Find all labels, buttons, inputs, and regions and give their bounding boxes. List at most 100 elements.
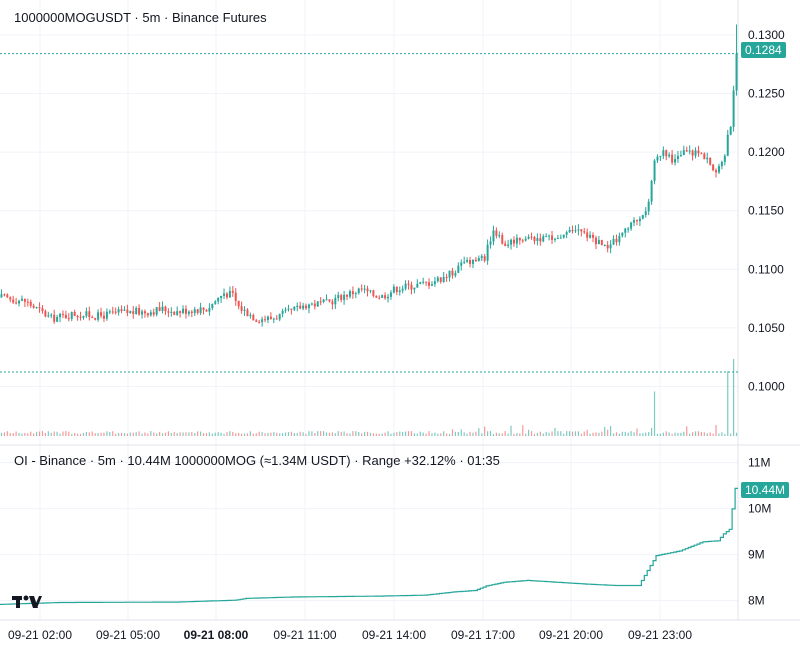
- candle-body: [679, 155, 682, 157]
- volume-bar: [211, 433, 213, 436]
- volume-bar: [563, 433, 565, 436]
- candle: [135, 306, 138, 315]
- volume-bar: [82, 432, 85, 436]
- volume-bar: [97, 433, 99, 436]
- candle-body: [647, 201, 650, 212]
- candle-body: [545, 236, 548, 238]
- candle-body: [281, 310, 284, 314]
- candle: [293, 306, 296, 312]
- candle: [398, 286, 401, 296]
- volume-bar: [413, 433, 415, 436]
- candle: [723, 154, 726, 166]
- candle: [565, 230, 568, 239]
- candle: [307, 303, 310, 314]
- tradingview-logo[interactable]: TV: [12, 594, 42, 610]
- x-tick-label: 09-21 23:00: [628, 628, 692, 642]
- candle-body: [466, 260, 469, 262]
- candle-body: [422, 281, 425, 283]
- candle-body: [507, 244, 510, 246]
- candle-body: [589, 234, 592, 238]
- volume-bar: [115, 433, 117, 436]
- candle: [167, 308, 170, 318]
- candle-body: [697, 150, 700, 154]
- volume-bar: [501, 433, 503, 436]
- price-pane-title: 1000000MOGUSDT · 5m · Binance Futures: [14, 10, 267, 25]
- candle-body: [173, 311, 176, 315]
- volume-bar: [659, 433, 661, 436]
- candle-body: [454, 272, 457, 276]
- volume-bar: [328, 432, 331, 436]
- candle-body: [67, 318, 70, 320]
- volume-bar: [525, 433, 527, 436]
- volume-bar: [15, 431, 17, 436]
- candle: [515, 234, 518, 249]
- volume-bar: [167, 431, 169, 436]
- volume-bar: [533, 433, 536, 436]
- y-tick-label: 0.1200: [748, 145, 785, 159]
- candle: [310, 302, 313, 306]
- volume-bar: [548, 432, 550, 436]
- candle: [381, 294, 384, 299]
- candle-body: [577, 229, 580, 231]
- candle: [501, 232, 504, 245]
- candle: [346, 294, 349, 301]
- volume-bar: [366, 431, 369, 436]
- volume-bar: [422, 432, 424, 436]
- candle: [246, 308, 249, 317]
- candle: [407, 280, 410, 290]
- candle-body: [700, 153, 703, 155]
- volume-bar: [173, 431, 175, 436]
- candle: [577, 224, 580, 236]
- candle: [679, 150, 682, 157]
- volume-bar: [41, 431, 44, 436]
- volume-bar: [554, 427, 556, 436]
- candle: [18, 299, 21, 307]
- volume-bar: [530, 431, 533, 436]
- volume-bar: [314, 432, 316, 436]
- candle-body: [685, 150, 688, 152]
- candle: [35, 306, 38, 309]
- candle: [243, 306, 246, 316]
- x-tick-label: 09-21 14:00: [362, 628, 426, 642]
- volume-bar: [74, 433, 76, 436]
- candle: [319, 297, 322, 306]
- volume-bar: [542, 433, 544, 436]
- candle: [255, 318, 258, 323]
- candle-body: [310, 303, 313, 305]
- y-tick-label: 0.1000: [748, 379, 785, 393]
- candle-body: [243, 309, 246, 311]
- candle: [117, 306, 120, 316]
- volume-bar: [437, 433, 439, 436]
- candle-body: [35, 307, 38, 309]
- candle: [706, 152, 709, 164]
- candle: [184, 305, 187, 319]
- candle: [433, 276, 436, 287]
- candle-body: [120, 309, 123, 311]
- candle: [551, 230, 554, 245]
- candle-body: [363, 288, 366, 290]
- volume-bar: [217, 432, 219, 436]
- candle-body: [272, 318, 275, 320]
- volume-bar: [507, 433, 509, 436]
- volume-bar: [179, 432, 181, 436]
- candle: [97, 309, 100, 322]
- candle-body: [474, 259, 477, 262]
- candle-body: [448, 270, 451, 278]
- candle: [726, 129, 729, 157]
- candle: [510, 238, 513, 250]
- volume-bar: [583, 431, 585, 436]
- candle: [600, 239, 603, 246]
- volume-bar: [147, 433, 149, 436]
- candle: [665, 149, 668, 161]
- volume-bar: [27, 433, 29, 436]
- candle: [284, 307, 287, 313]
- candle: [70, 311, 73, 322]
- volume-bar: [451, 429, 454, 436]
- y-tick-label: 0.1150: [748, 204, 784, 218]
- candle-body: [258, 321, 261, 323]
- volume-bar: [431, 433, 433, 436]
- candle-body: [26, 301, 29, 303]
- candle: [378, 295, 381, 300]
- candle-body: [428, 282, 431, 286]
